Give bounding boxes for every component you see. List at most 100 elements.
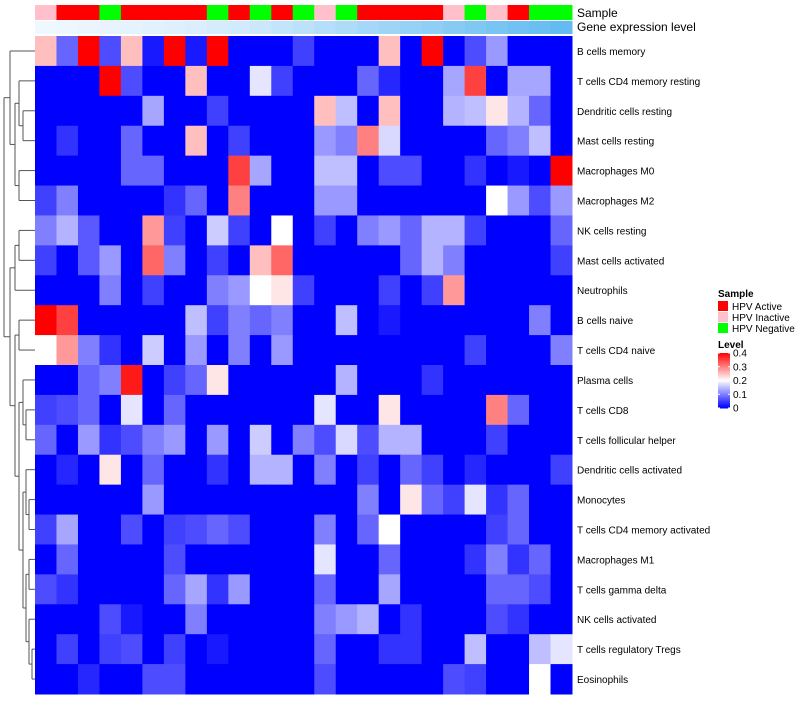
heatmap-cell — [77, 394, 100, 426]
heatmap-cell — [206, 544, 229, 575]
heatmap-cell — [550, 365, 573, 396]
gene-expression-annotation-cell — [99, 21, 122, 34]
heatmap-cell — [142, 215, 165, 246]
heatmap-cell — [357, 664, 380, 695]
heatmap-cell — [378, 484, 401, 516]
gene-expression-annotation-cell — [228, 21, 251, 34]
heatmap-cell — [378, 424, 401, 456]
level-legend-tick-label: 0.3 — [733, 362, 747, 373]
heatmap-cell — [206, 65, 229, 97]
heatmap-cell — [185, 305, 208, 336]
heatmap-cell — [271, 305, 294, 336]
heatmap-cell — [292, 574, 315, 605]
heatmap-cell — [378, 514, 401, 545]
heatmap-cell — [378, 305, 401, 336]
heatmap-cell — [314, 634, 337, 665]
heatmap-cell — [163, 335, 186, 366]
heatmap-cell — [185, 65, 208, 97]
heatmap-cell — [400, 275, 423, 306]
heatmap-cell — [271, 484, 294, 516]
heatmap-cell — [400, 65, 423, 97]
heatmap-cell — [77, 544, 100, 575]
heatmap-cell — [378, 125, 401, 157]
heatmap-cell — [464, 394, 487, 426]
heatmap-cell — [185, 245, 208, 276]
heatmap-cell — [529, 215, 552, 246]
gene-expression-annotation-cell — [550, 21, 573, 34]
level-legend-gradient-step — [718, 365, 730, 368]
heatmap-cell — [357, 95, 380, 127]
heatmap-cell — [292, 305, 315, 336]
heatmap-cell — [206, 185, 229, 216]
heatmap-cell — [142, 634, 165, 665]
heatmap-cell — [529, 424, 552, 456]
heatmap-cell — [314, 125, 337, 157]
heatmap-cell — [443, 544, 466, 575]
heatmap-cell — [529, 514, 552, 545]
row-label: T cells regulatory Tregs — [577, 645, 681, 656]
heatmap-cell — [443, 305, 466, 336]
heatmap-cell — [443, 215, 466, 246]
heatmap-cell — [228, 65, 251, 97]
heatmap-cell — [357, 335, 380, 366]
heatmap-cell — [335, 305, 358, 336]
heatmap-cell — [120, 215, 143, 246]
heatmap-cell — [142, 335, 165, 366]
heatmap-cell — [228, 484, 251, 516]
heatmap-cell — [507, 544, 530, 575]
level-legend-title: Level — [718, 340, 744, 351]
heatmap-cell — [314, 604, 337, 635]
heatmap-cell — [314, 544, 337, 575]
heatmap-cell — [378, 215, 401, 246]
heatmap-cell — [378, 664, 401, 695]
heatmap-cell — [550, 215, 573, 246]
heatmap-cell — [464, 215, 487, 246]
heatmap-cell — [357, 574, 380, 605]
heatmap-cell — [443, 95, 466, 127]
heatmap-cell — [99, 664, 122, 695]
heatmap-cell — [163, 65, 186, 97]
heatmap-cell — [185, 95, 208, 127]
gene-expression-annotation-cell — [142, 21, 165, 34]
heatmap-cell — [206, 424, 229, 456]
level-legend-gradient-step — [718, 401, 730, 403]
heatmap-cell — [550, 185, 573, 216]
heatmap-cell — [99, 95, 122, 127]
gene-expression-annotation-cell — [378, 21, 401, 34]
sample-legend-swatch — [718, 301, 728, 311]
heatmap-cell — [507, 335, 530, 366]
heatmap-cell — [292, 275, 315, 306]
heatmap-cell — [99, 544, 122, 575]
heatmap-cell — [142, 125, 165, 157]
heatmap-cell — [120, 275, 143, 306]
heatmap-cell — [206, 275, 229, 306]
sample-annotation-cell — [421, 5, 444, 20]
sample-annotation-cell — [206, 5, 229, 20]
heatmap-cell — [529, 394, 552, 426]
heatmap-cell — [486, 365, 509, 396]
heatmap-cell — [421, 275, 444, 306]
heatmap-cell — [314, 305, 337, 336]
heatmap-cell — [228, 275, 251, 306]
heatmap-cell — [421, 36, 444, 67]
heatmap-cell — [357, 155, 380, 187]
heatmap-cell — [271, 365, 294, 396]
heatmap-cell — [529, 544, 552, 575]
heatmap-cell — [206, 634, 229, 665]
heatmap-cell — [443, 335, 466, 366]
level-legend-gradient-step — [718, 358, 730, 361]
sample-annotation-cell — [35, 5, 57, 20]
row-label: NK cells resting — [577, 226, 646, 237]
heatmap-cell — [529, 604, 552, 635]
heatmap-cell — [378, 335, 401, 366]
heatmap-cell — [99, 634, 122, 665]
heatmap-cell — [249, 275, 272, 306]
level-legend: Level 0.4 0.3 0.2 0.1 0 — [718, 340, 747, 415]
heatmap-cell — [228, 604, 251, 635]
heatmap-cell — [507, 394, 530, 426]
heatmap-cell — [56, 454, 79, 486]
heatmap-cell — [486, 95, 509, 127]
heatmap-cell — [56, 275, 79, 306]
heatmap-cell — [77, 275, 100, 306]
heatmap-cell — [378, 36, 401, 67]
